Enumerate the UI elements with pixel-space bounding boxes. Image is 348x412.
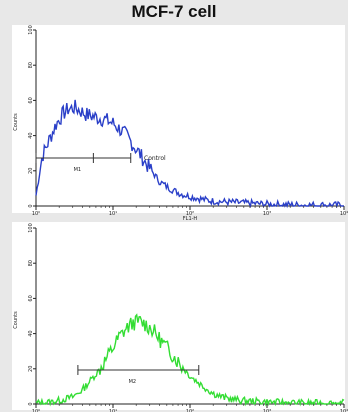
top-y-tick-label-60: 60 bbox=[28, 97, 34, 103]
panel-bottom-background bbox=[12, 222, 345, 410]
gate-m1: M1 bbox=[35, 153, 132, 173]
gate-label-m1: M1 bbox=[74, 167, 82, 173]
annotation-control: Control bbox=[144, 155, 166, 162]
panel-bottom: Counts M2 0 20 40 60 80 100 10⁰ 10¹ 10² 10³ 10⁴ bbox=[12, 222, 348, 412]
bot-y-tick-label-0: 0 bbox=[28, 402, 34, 405]
bot-x-tick-label-3: 10³ bbox=[263, 409, 271, 412]
gate-m2: M2 bbox=[77, 365, 200, 385]
bot-y-tick-label-60: 60 bbox=[28, 295, 34, 301]
top-x-tick-label-0: 10⁰ bbox=[32, 211, 40, 217]
top-y-tick-label-40: 40 bbox=[28, 132, 34, 138]
top-y-tick-label-20: 20 bbox=[28, 168, 34, 174]
bottom-y-axis-label: Counts bbox=[13, 311, 19, 329]
chart-title: MCF-7 cell bbox=[131, 2, 217, 21]
top-x-tick-label-3: 10³ bbox=[263, 211, 271, 217]
top-y-tick-label-100: 100 bbox=[28, 25, 34, 35]
bot-y-tick-label-80: 80 bbox=[28, 260, 34, 266]
bot-y-tick-label-20: 20 bbox=[28, 366, 34, 372]
top-y-tick-label-0: 0 bbox=[28, 204, 34, 207]
series-sample-line bbox=[35, 313, 345, 407]
bot-x-tick-label-4: 10⁴ bbox=[340, 409, 348, 412]
gate-label-m2: M2 bbox=[129, 379, 137, 385]
panel-top-background bbox=[12, 25, 345, 213]
top-x-axis-label: FL1-H bbox=[183, 216, 198, 222]
bot-x-tick-label-0: 10⁰ bbox=[32, 409, 40, 412]
series-control-line bbox=[35, 99, 344, 209]
panel-top: Counts FL1-H M1 Control 0 20 40 60 80 100 10⁰ 1… bbox=[12, 25, 348, 222]
bot-y-tick-label-40: 40 bbox=[28, 330, 34, 336]
bot-y-tick-label-100: 100 bbox=[28, 223, 34, 233]
top-x-tick-label-4: 10⁴ bbox=[340, 211, 348, 217]
top-x-tick-label-1: 10¹ bbox=[109, 211, 117, 217]
bot-x-tick-label-2: 10² bbox=[186, 409, 194, 412]
top-y-tick-label-80: 80 bbox=[28, 62, 34, 68]
bot-x-tick-label-1: 10¹ bbox=[109, 409, 117, 412]
top-y-axis-label: Counts bbox=[13, 113, 19, 131]
top-x-tick-label-2: 10² bbox=[186, 211, 194, 217]
